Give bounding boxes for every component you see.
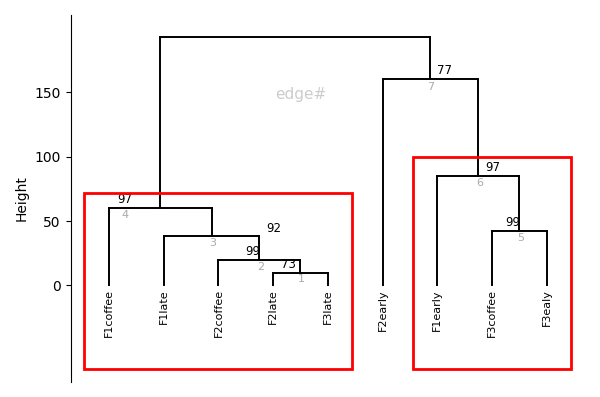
Text: 5: 5 [517, 233, 524, 243]
Text: F1coffee: F1coffee [104, 289, 114, 337]
Bar [85, 193, 352, 369]
Text: 7: 7 [427, 82, 434, 92]
Bar [413, 157, 571, 369]
Text: 3: 3 [209, 239, 216, 249]
Text: F2late: F2late [268, 289, 278, 324]
Text: F1late: F1late [158, 289, 169, 324]
Text: F3coffee: F3coffee [487, 289, 497, 337]
Text: 99: 99 [246, 245, 261, 258]
Text: F3late: F3late [323, 289, 333, 324]
Y-axis label: Height: Height [15, 175, 29, 222]
Text: 92: 92 [266, 222, 281, 235]
Text: 77: 77 [437, 64, 452, 77]
Text: 4: 4 [121, 210, 128, 220]
Text: 97: 97 [485, 161, 500, 174]
Text: F2coffee: F2coffee [214, 289, 223, 337]
Text: F2early: F2early [377, 289, 388, 331]
Text: F1early: F1early [432, 289, 442, 331]
Text: 73: 73 [281, 258, 296, 271]
Text: 6: 6 [476, 178, 483, 188]
Text: edge#: edge# [275, 87, 326, 102]
Text: F3ealy: F3ealy [542, 289, 551, 326]
Text: 97: 97 [117, 193, 132, 206]
Text: 2: 2 [257, 262, 264, 272]
Text: 1: 1 [298, 274, 305, 285]
Text: 99: 99 [506, 216, 521, 229]
